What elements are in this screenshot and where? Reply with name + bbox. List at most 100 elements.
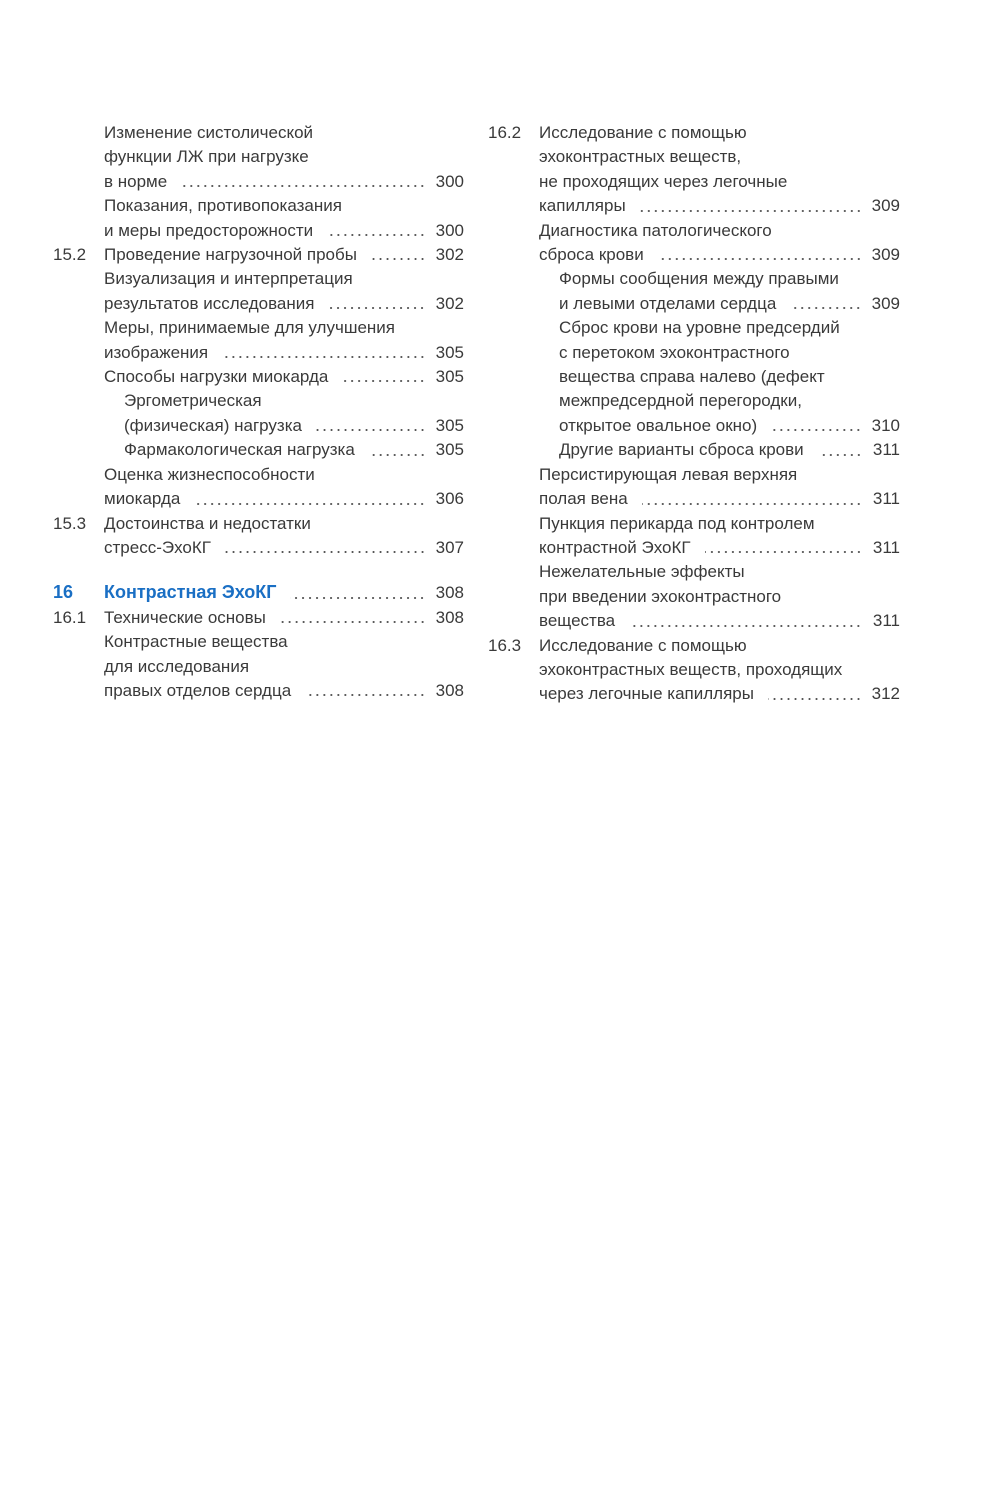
toc-entry-line: контрастной ЭхоКГ 311 xyxy=(539,536,900,560)
toc-entry[interactable]: Меры, принимаемые для улучшения изображен… xyxy=(53,316,464,365)
toc-entry-text: Фармакологическая нагрузка xyxy=(124,440,355,460)
toc-entry-text: контрастной ЭхоКГ xyxy=(539,537,691,557)
toc-entry-line: Изменение систолической xyxy=(104,121,464,145)
toc-entry-line: полая вена 311 xyxy=(539,487,900,511)
toc-entry-text: (физическая) нагрузка xyxy=(124,415,302,435)
toc-entry-line: Проведение нагрузочной пробы 302 xyxy=(104,243,464,267)
toc-entry[interactable]: 15.2 Проведение нагрузочной пробы 302 xyxy=(53,243,464,267)
toc-right-column: 16.2 Исследование с помощью эхоконтрастных… xyxy=(488,121,900,707)
dot-leader xyxy=(305,693,426,698)
toc-entry-line: при введении эхоконтрастного xyxy=(539,585,900,609)
toc-entry-line: Контрастная ЭхоКГ 308 xyxy=(104,580,464,605)
page-number: 309 xyxy=(871,196,900,216)
section-number: 15.3 xyxy=(53,513,87,533)
toc-entry[interactable]: Фармакологическая нагрузка 305 xyxy=(53,438,464,462)
page-number: 306 xyxy=(435,489,464,509)
toc-entry-line: Персистирующая левая верхняя xyxy=(539,463,900,487)
toc-entry[interactable]: Оценка жизнеспособности миокарда 306 xyxy=(53,463,464,512)
toc-entry-text: Показания, противопоказания xyxy=(104,196,342,216)
dot-leader xyxy=(279,620,426,625)
page-number: 311 xyxy=(872,440,900,460)
toc-entry-text: Исследование с помощью xyxy=(539,635,747,655)
toc-left-column: Изменение систолической функции ЛЖ при на… xyxy=(53,121,464,703)
page-number: 309 xyxy=(871,245,900,265)
toc-entry-text: Контрастные вещества xyxy=(104,632,288,652)
toc-entry[interactable]: 16.2 Исследование с помощью эхоконтрастных… xyxy=(488,121,900,219)
toc-entry-line: Оценка жизнеспособности xyxy=(104,463,464,487)
toc-entry[interactable]: Контрастные вещества для исследования прав… xyxy=(53,630,464,703)
section-number: 16.1 xyxy=(53,607,87,627)
toc-entry[interactable]: Сброс крови на уровне предсердий с перето… xyxy=(488,316,900,438)
toc-entry-text: Изменение систолической xyxy=(104,123,314,142)
page-number: 300 xyxy=(435,220,464,240)
toc-entry-text: Оценка жизнеспособности xyxy=(104,464,315,484)
toc-entry-text: Меры, принимаемые для улучшения xyxy=(104,318,396,338)
toc-entry[interactable]: Персистирующая левая верхняя полая вена 31… xyxy=(488,463,900,512)
toc-entry[interactable]: 16.1 Технические основы 308 xyxy=(53,606,464,630)
page-number: 311 xyxy=(872,489,900,509)
dot-leader xyxy=(315,428,426,433)
toc-entry-line: Формы сообщения между правыми xyxy=(559,267,900,291)
toc-entry-line: вещества справа налево (дефект xyxy=(559,365,900,389)
toc-entry[interactable]: Изменение систолической функции ЛЖ при на… xyxy=(53,121,464,194)
dot-leader xyxy=(181,184,426,189)
section-number: 16 xyxy=(53,582,74,603)
toc-entry-line: стресс-ЭхоКГ 307 xyxy=(104,536,464,560)
toc-entry-text: для исследования xyxy=(104,656,250,676)
toc-entry-text: Проведение нагрузочной пробы xyxy=(104,245,357,265)
toc-entry-text: Достоинства и недостатки xyxy=(104,513,311,533)
toc-entry-line: Показания, противопоказания xyxy=(104,194,464,218)
section-number: 16.3 xyxy=(488,635,522,655)
toc-entry-line: с перетоком эхоконтрастного xyxy=(559,341,900,365)
toc-entry[interactable]: Способы нагрузки миокарда 305 xyxy=(53,365,464,389)
toc-entry[interactable]: 16.3 Исследование с помощью эхоконтрастных… xyxy=(488,634,900,707)
dot-leader xyxy=(328,306,426,311)
toc-entry-text: и меры предосторожности xyxy=(104,220,314,240)
page-number: 308 xyxy=(435,680,464,700)
page-number: 309 xyxy=(871,293,900,313)
toc-entry-text: Другие варианты сброса крови xyxy=(559,440,804,460)
page-number: 300 xyxy=(435,171,464,191)
toc-entry-line: (физическая) нагрузка 305 xyxy=(124,414,464,438)
toc-entry[interactable]: Пункция перикарда под контролем контрастн… xyxy=(488,512,900,561)
dot-leader xyxy=(790,306,862,311)
toc-chapter[interactable]: 16 Контрастная ЭхоКГ 308 xyxy=(53,580,464,605)
toc-entry[interactable]: Диагностика патологического сброса крови 3… xyxy=(488,219,900,268)
toc-entry[interactable]: Показания, противопоказания и меры предос… xyxy=(53,194,464,243)
toc-entry-line: Визуализация и интерпретация xyxy=(104,267,464,291)
toc-entry-text: Визуализация и интерпретация xyxy=(104,269,353,289)
toc-entry-line: Исследование с помощью xyxy=(539,121,900,145)
toc-entry-text: функции ЛЖ при нагрузке xyxy=(104,147,309,167)
dot-leader xyxy=(290,595,426,600)
toc-entry[interactable]: Формы сообщения между правыми и левыми от… xyxy=(488,267,900,316)
toc-entry-text: результатов исследования xyxy=(104,293,315,313)
toc-entry-line: Сброс крови на уровне предсердий xyxy=(559,316,900,340)
toc-entry-line: Нежелательные эффекты xyxy=(539,560,900,584)
toc-entry-text: межпредсердной перегородки, xyxy=(559,391,802,411)
page-number: 310 xyxy=(871,415,900,435)
page-number: 311 xyxy=(872,537,900,557)
dot-leader xyxy=(704,550,862,555)
toc-entry-line: для исследования xyxy=(104,655,464,679)
toc-entry-text: и левыми отделами сердца xyxy=(559,293,777,313)
toc-entry-text: вещества xyxy=(539,611,616,631)
toc-entry[interactable]: 15.3 Достоинства и недостатки стресс-ЭхоКГ… xyxy=(53,512,464,561)
toc-entry-text: стресс-ЭхоКГ xyxy=(104,537,211,557)
toc-entry-text: Формы сообщения между правыми xyxy=(559,269,839,289)
page-number: 305 xyxy=(435,440,464,460)
toc-entry-text: капилляры xyxy=(539,196,626,216)
dot-leader xyxy=(767,696,862,701)
toc-entry-text: Пункция перикарда под контролем xyxy=(539,513,815,533)
toc-entry-text: вещества справа налево (дефект xyxy=(559,367,825,387)
page-number: 305 xyxy=(435,415,464,435)
dot-leader xyxy=(629,623,862,628)
page-number: 308 xyxy=(435,607,464,627)
toc-entry[interactable]: Эргометрическая (физическая) нагрузка 305 xyxy=(53,389,464,438)
toc-entry[interactable]: Нежелательные эффекты при введении эхокон… xyxy=(488,560,900,633)
toc-entry-line: Способы нагрузки миокарда 305 xyxy=(104,365,464,389)
toc-entry-line: вещества 311 xyxy=(539,609,900,633)
toc-entry-line: функции ЛЖ при нагрузке xyxy=(104,145,464,169)
toc-entry[interactable]: Другие варианты сброса крови 311 xyxy=(488,438,900,462)
toc-entry[interactable]: Визуализация и интерпретация результатов … xyxy=(53,267,464,316)
toc-entry-text: Персистирующая левая верхняя xyxy=(539,464,798,484)
